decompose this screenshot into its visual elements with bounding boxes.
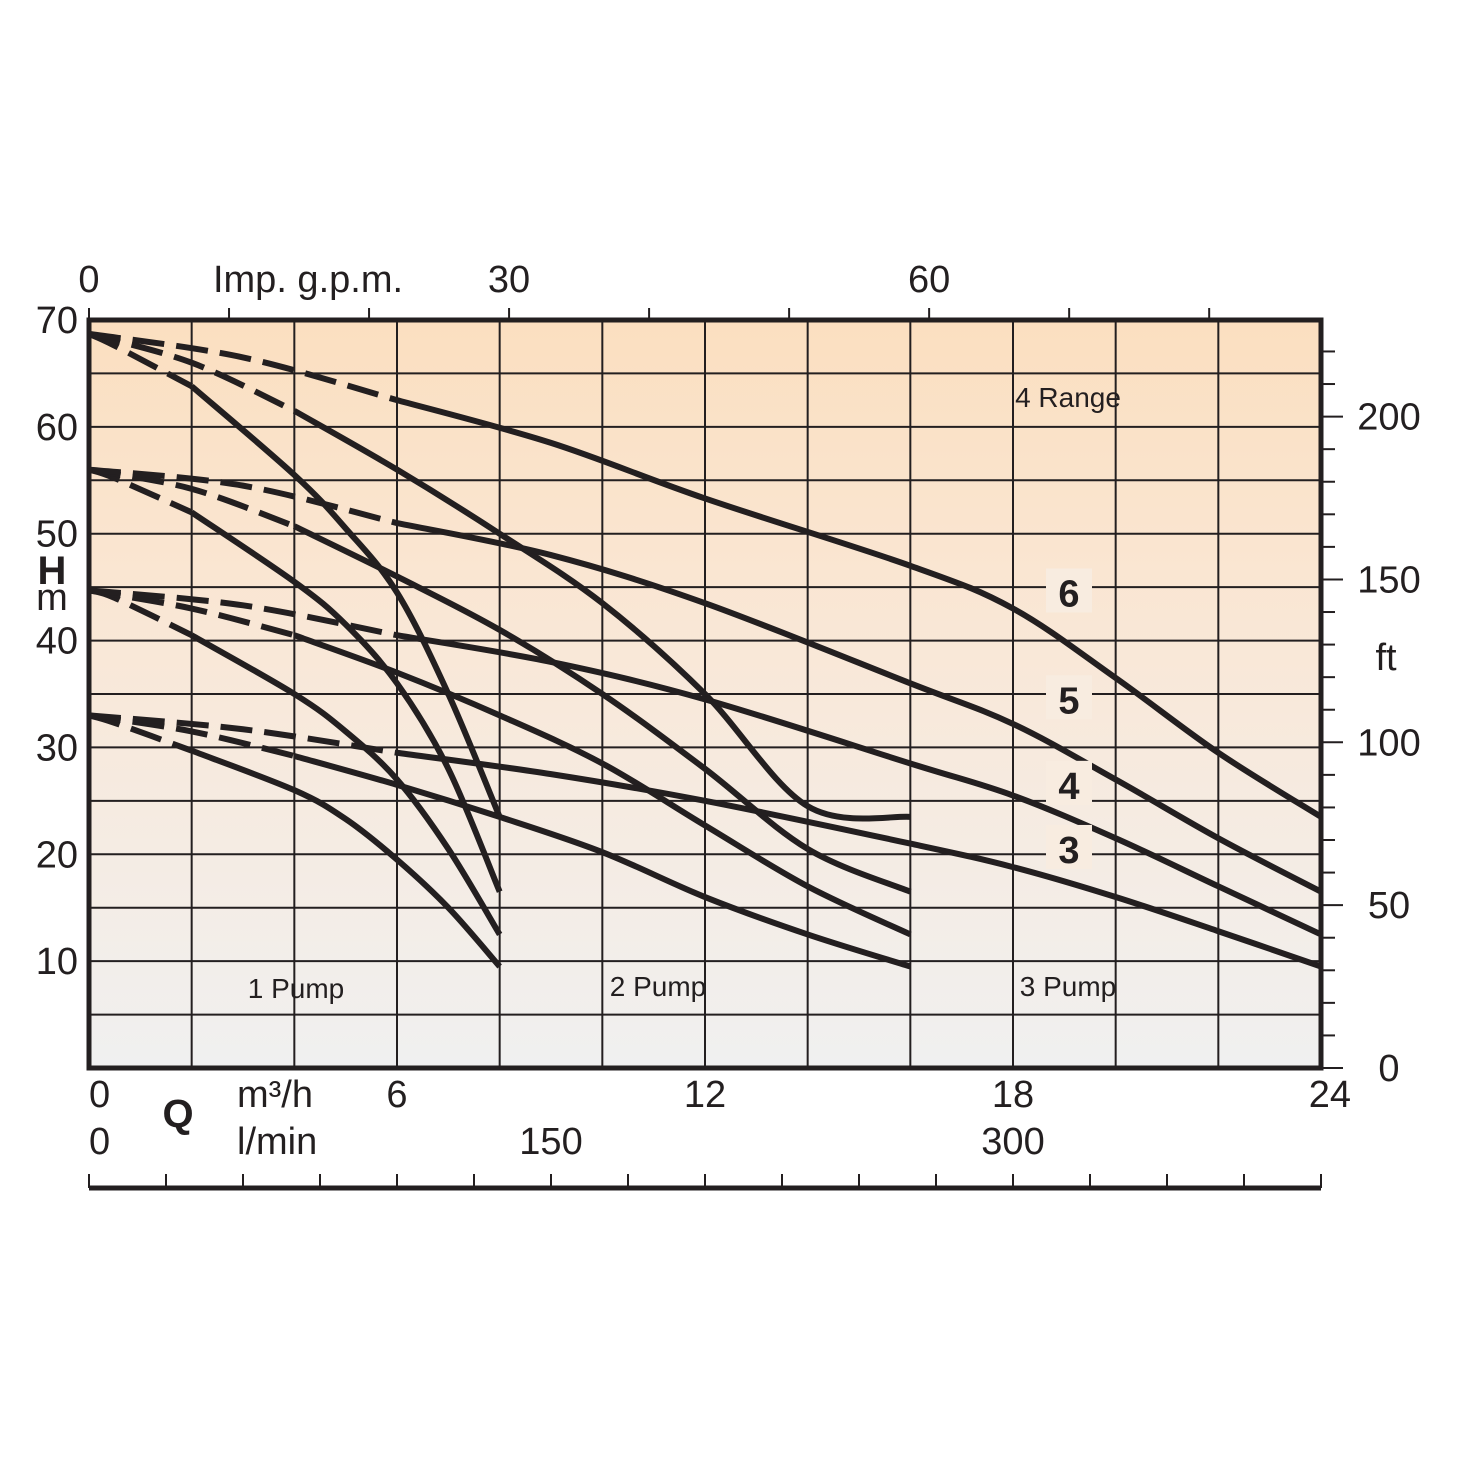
curve-3-pump3-dashed: [88, 712, 398, 756]
curve-label-bg: [1046, 824, 1092, 869]
pump-zone-label-2: 2 Pump: [610, 971, 707, 1002]
curve-label-bg: [1046, 675, 1092, 720]
grid: [89, 320, 1321, 1068]
bottom-lmin-tick-label: 150: [519, 1121, 582, 1163]
pump-curves: [87, 330, 1323, 970]
right-axis-unit: ft: [1375, 637, 1397, 679]
curve-3-pump1: [190, 747, 502, 969]
left-axis-unit: m: [36, 577, 68, 619]
pump-zone-label-1: 1 Pump: [248, 973, 345, 1004]
curve-4-pump2: [293, 632, 912, 938]
bottom-lmin-tick-label: 300: [981, 1121, 1044, 1163]
labels: 4 Range 1 Pump 2 Pump 3 Pump H m ft Imp.…: [36, 259, 1397, 1163]
curve-label-bg: [1046, 760, 1092, 805]
curve-label-5: 5: [1058, 680, 1079, 722]
pump-zone-label-3: 3 Pump: [1020, 971, 1117, 1002]
q-symbol: Q: [162, 1092, 193, 1136]
top-tick-label: 0: [78, 259, 99, 301]
top-tick-label: 60: [908, 259, 950, 301]
bottom-m3h-tick-label: 6: [386, 1074, 407, 1116]
left-tick-label: 20: [36, 834, 78, 876]
top-axis-unit: Imp. g.p.m.: [213, 259, 403, 301]
curve-5-pump3: [396, 520, 1323, 895]
curve-label-bg: [1046, 568, 1092, 613]
curve-5-pump3-dashed: [88, 466, 398, 526]
bottom-m3h-tick-label: 0: [89, 1074, 110, 1116]
curve-label-3: 3: [1058, 830, 1079, 872]
right-tick-label: 50: [1368, 885, 1410, 927]
curve-5-pump2: [293, 523, 912, 895]
left-tick-label: 40: [36, 621, 78, 663]
curve-5-pump1: [189, 509, 503, 893]
curve-4-pump1: [190, 632, 503, 936]
left-tick-label: 70: [36, 300, 78, 342]
curve-6-pump3-dashed: [88, 330, 398, 404]
right-tick-label: 150: [1357, 559, 1420, 601]
left-tick-label: 30: [36, 727, 78, 769]
right-tick-label: 200: [1357, 397, 1420, 439]
left-tick-label: 50: [36, 514, 78, 556]
curve-4-pump3-dashed: [88, 587, 398, 639]
bottom-m3h-tick-label: 18: [992, 1074, 1034, 1116]
plot-frame: [86, 317, 1324, 1071]
left-tick-label: 60: [36, 407, 78, 449]
curve-6-pump2: [292, 408, 911, 822]
bottom-lmin-unit: l/min: [237, 1121, 317, 1163]
curve-3-pump3: [396, 749, 1322, 970]
curve-label-4: 4: [1058, 766, 1079, 808]
bottom-m3h-tick-label: 12: [684, 1074, 726, 1116]
curve-4-pump3: [396, 632, 1323, 938]
bottom-lmin-tick-label: 0: [89, 1121, 110, 1163]
left-tick-label: 10: [36, 941, 78, 983]
curve-6-pump3: [396, 397, 1323, 820]
right-tick-label: 0: [1378, 1048, 1399, 1090]
bottom-m3h-unit: m³/h: [237, 1074, 313, 1116]
curve-3-pump2: [293, 753, 912, 970]
bottom-m3h-tick-label: 24: [1309, 1074, 1351, 1116]
h-symbol: H: [38, 549, 67, 593]
region-label: 4 Range: [1015, 382, 1121, 413]
curve-label-6: 6: [1058, 573, 1079, 615]
top-tick-label: 30: [488, 259, 530, 301]
right-tick-label: 100: [1357, 722, 1420, 764]
